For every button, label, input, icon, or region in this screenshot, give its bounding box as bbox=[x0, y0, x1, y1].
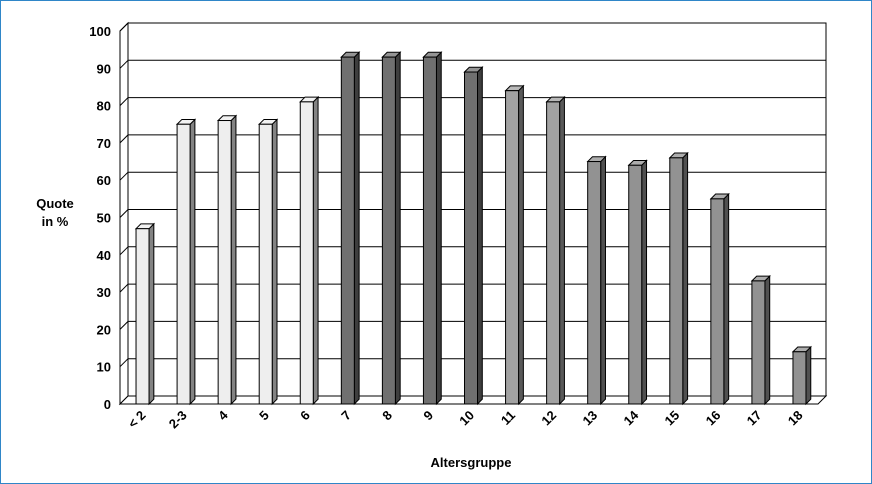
bar-front bbox=[299, 101, 314, 405]
y-tick-label: 90 bbox=[97, 61, 111, 76]
bar-side bbox=[559, 95, 565, 406]
gridline-side bbox=[119, 321, 129, 330]
x-tick-label: 16 bbox=[703, 408, 724, 429]
bar bbox=[216, 114, 238, 406]
y-tick-label: 70 bbox=[97, 136, 111, 151]
bar-side bbox=[271, 118, 278, 406]
gridline-side bbox=[119, 171, 129, 181]
bar-side bbox=[518, 84, 524, 406]
bar bbox=[709, 192, 730, 406]
x-tick-label: 4 bbox=[215, 407, 231, 423]
y-tick-label: 40 bbox=[97, 248, 111, 263]
y-tick-label: 20 bbox=[97, 322, 111, 337]
bar bbox=[134, 222, 156, 406]
x-tick-label: 7 bbox=[338, 408, 354, 424]
bar-front bbox=[546, 101, 561, 405]
bar-front bbox=[422, 56, 437, 405]
y-tick-label: 10 bbox=[97, 360, 111, 375]
y-tick-label: 30 bbox=[97, 285, 111, 300]
gridline-side bbox=[119, 97, 129, 106]
bar-front bbox=[587, 161, 602, 405]
bar bbox=[668, 151, 689, 406]
bar-front bbox=[135, 228, 150, 405]
bar-front bbox=[176, 123, 191, 405]
x-tick-label: 6 bbox=[297, 408, 313, 424]
bar-front bbox=[710, 198, 725, 405]
bar-side bbox=[435, 51, 442, 406]
x-tick-label: 11 bbox=[498, 408, 518, 428]
bar-front bbox=[464, 71, 478, 405]
gridline-side bbox=[119, 22, 129, 32]
y-tick-label: 60 bbox=[97, 173, 111, 188]
x-tick-label: 18 bbox=[785, 408, 806, 429]
x-axis-title: Altersgruppe bbox=[431, 455, 512, 470]
bar bbox=[504, 84, 525, 406]
bar-side bbox=[682, 151, 689, 406]
gridline-side bbox=[119, 283, 129, 293]
x-tick-labels: < 2 2-3 4 5 6 7 8 9 10 11 12 13 14 15 16 17 18 bbox=[125, 407, 806, 431]
bar-front bbox=[751, 280, 766, 405]
y-tick-label: 50 bbox=[97, 211, 111, 226]
y-axis-title-line-2: in % bbox=[42, 214, 69, 229]
bar bbox=[381, 51, 402, 406]
gridline-side bbox=[119, 209, 129, 218]
bar bbox=[545, 95, 566, 406]
bar-side bbox=[230, 114, 237, 406]
x-tick-label: 10 bbox=[456, 408, 477, 429]
x-tick-label: < 2 bbox=[125, 408, 149, 432]
bar-side bbox=[189, 118, 196, 406]
bar-front bbox=[505, 90, 520, 405]
bar-side bbox=[353, 51, 360, 406]
bar-side bbox=[148, 222, 155, 406]
bar-side bbox=[723, 192, 730, 406]
x-tick-label: 15 bbox=[662, 408, 683, 429]
x-tick-label: 12 bbox=[538, 408, 559, 429]
bar bbox=[750, 274, 771, 406]
x-tick-label: 8 bbox=[379, 408, 395, 424]
bar-front bbox=[340, 56, 355, 405]
y-tick-label: 80 bbox=[97, 99, 111, 114]
y-tick-labels: 0 10 20 30 40 50 60 70 80 90 100 bbox=[89, 24, 111, 412]
x-tick-label: 14 bbox=[621, 407, 642, 428]
gridline-side bbox=[119, 134, 129, 144]
bar bbox=[257, 118, 279, 406]
bars bbox=[134, 51, 812, 406]
bar bbox=[463, 66, 484, 406]
bar-front bbox=[381, 56, 396, 405]
bar-side bbox=[805, 345, 812, 406]
bar bbox=[627, 159, 648, 406]
y-tick-label: 0 bbox=[104, 397, 111, 412]
x-tick-label: 5 bbox=[256, 408, 272, 424]
bar bbox=[299, 95, 320, 406]
y-axis-title-line-1: Quote bbox=[36, 196, 74, 211]
bar bbox=[791, 345, 812, 406]
x-tick-label: 9 bbox=[420, 408, 436, 424]
bar-side bbox=[641, 159, 648, 406]
bar-side bbox=[764, 274, 771, 406]
x-tick-label: 2-3 bbox=[166, 408, 190, 432]
y-tick-label: 100 bbox=[89, 24, 111, 39]
bar bbox=[422, 51, 443, 406]
bar bbox=[340, 51, 361, 406]
bar-side bbox=[394, 51, 401, 406]
bar-front bbox=[217, 120, 232, 405]
x-tick-label: 17 bbox=[744, 408, 765, 429]
bar-side bbox=[312, 95, 319, 406]
bar bbox=[586, 155, 607, 406]
x-tick-label: 13 bbox=[579, 408, 600, 429]
bar-front bbox=[792, 351, 807, 405]
bar-front bbox=[258, 123, 273, 405]
bar-side bbox=[477, 66, 483, 406]
gridline-side bbox=[119, 59, 129, 69]
bar-front bbox=[628, 164, 643, 405]
bar-front bbox=[669, 157, 684, 405]
gridline-side bbox=[119, 358, 129, 368]
bar-side bbox=[600, 155, 606, 406]
bar bbox=[175, 118, 197, 406]
gridline-side bbox=[119, 246, 129, 256]
